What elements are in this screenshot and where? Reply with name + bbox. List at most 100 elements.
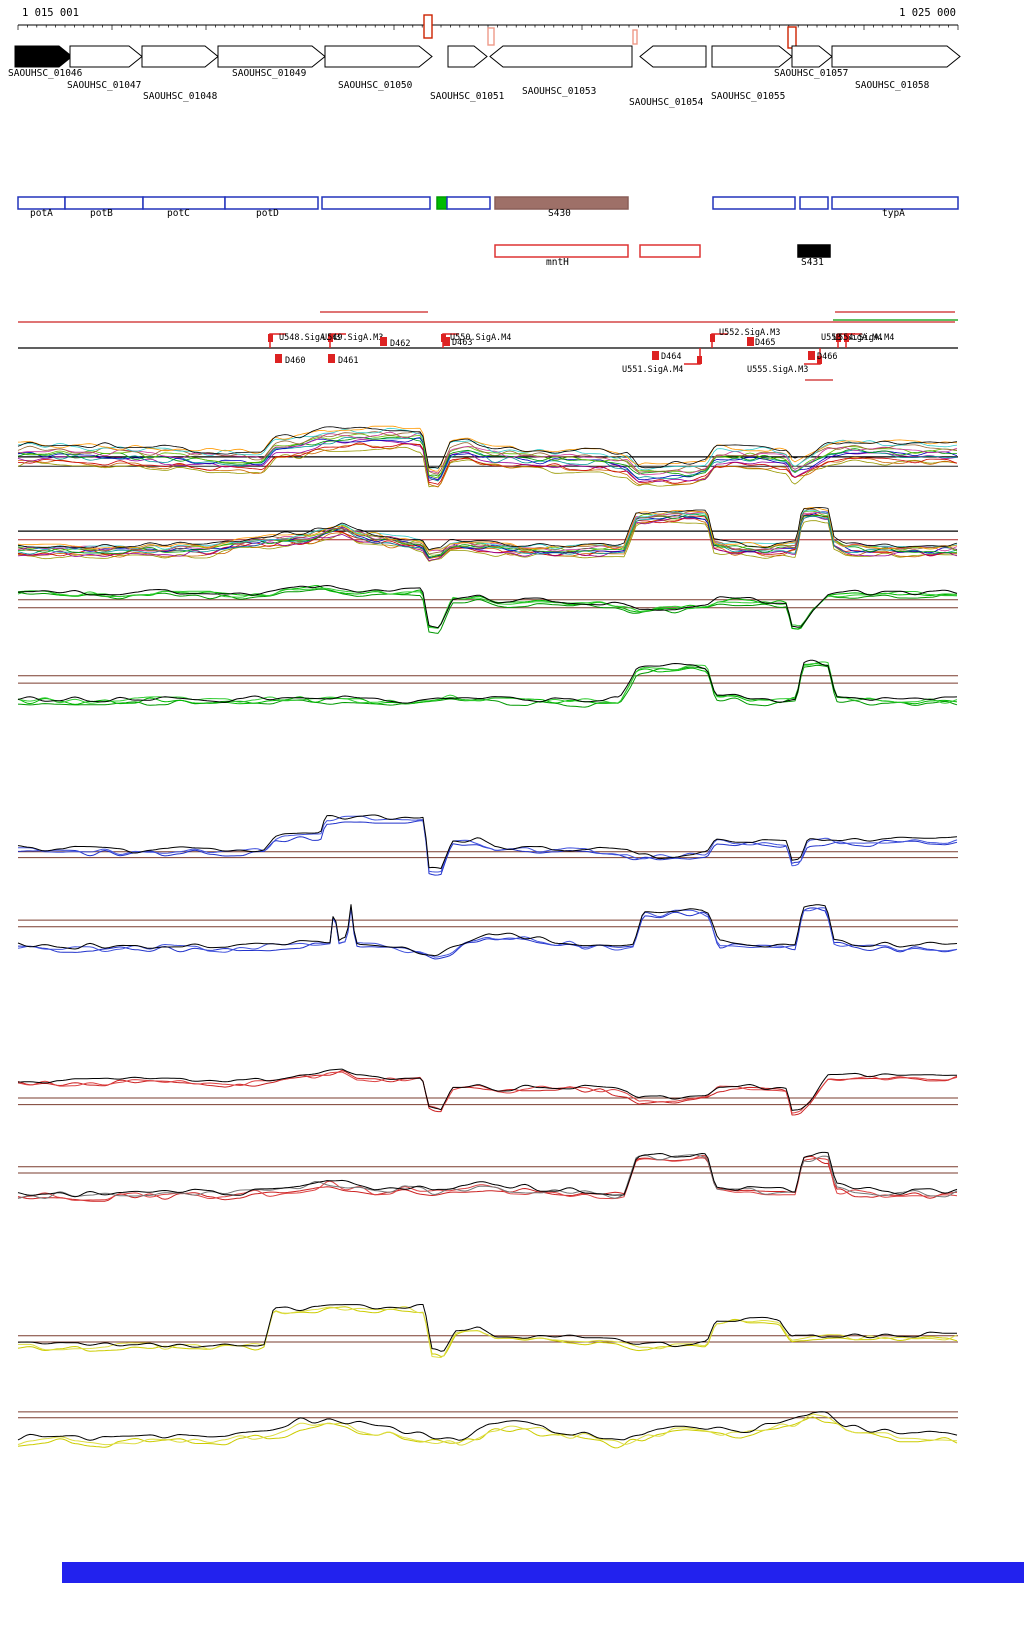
gene-arrow-SAOUHSC_01047[interactable]: [69, 45, 143, 68]
tss-flag-box[interactable]: [710, 334, 715, 342]
feature-label: typA: [882, 208, 905, 219]
feature-typA[interactable]: [831, 196, 959, 210]
signal-track-yellow-set-fwd: [17, 1304, 958, 1358]
gene-arrow-SAOUHSC_01055[interactable]: [711, 45, 793, 68]
gene-label: SAOUHSC_01048: [143, 91, 218, 102]
gene-arrow-SAOUHSC_01048[interactable]: [141, 45, 219, 68]
feature-label: potD: [256, 208, 279, 219]
tss-flag-box[interactable]: [836, 334, 841, 342]
gene-arrow-SAOUHSC_01046[interactable]: [14, 45, 73, 68]
signal-series: [17, 436, 957, 482]
signal-track-overlay-fwd: [17, 425, 958, 488]
d-marker-label: D464: [661, 352, 681, 362]
gene-label: SAOUHSC_01050: [338, 80, 413, 91]
signal-series: [17, 1151, 958, 1198]
feature-label: potB: [90, 208, 113, 219]
d-marker-label: D460: [285, 356, 305, 366]
feature-label: mntH: [546, 257, 569, 268]
gene-label: SAOUHSC_01049: [232, 68, 307, 79]
gene-arrow-SAOUHSC_01051[interactable]: [447, 45, 488, 68]
d-marker-D460[interactable]: [275, 354, 282, 363]
gene-label: SAOUHSC_01047: [67, 80, 141, 91]
ruler-terminator-marker[interactable]: [423, 14, 433, 39]
tss-flag-box[interactable]: [328, 334, 333, 342]
d-marker-D463[interactable]: [443, 337, 450, 346]
signal-track-overlay-rev: [17, 507, 958, 562]
feature-S430[interactable]: [494, 196, 629, 210]
signal-series: [17, 1071, 958, 1114]
d-marker-D464[interactable]: [652, 351, 659, 360]
gene-arrow-SAOUHSC_01049[interactable]: [217, 45, 326, 68]
gene-label: SAOUHSC_01054: [629, 97, 704, 108]
feature-bar[interactable]: [799, 196, 829, 210]
gene-label: SAOUHSC_01055: [711, 91, 785, 102]
signal-series: [17, 439, 958, 483]
ruler-terminator-marker[interactable]: [787, 26, 797, 49]
ruler-terminator-marker[interactable]: [632, 29, 638, 45]
gene-arrow-SAOUHSC_01057[interactable]: [791, 45, 833, 68]
tss-label: U552.SigA.M3: [719, 328, 780, 338]
tss-flag-box[interactable]: [844, 334, 849, 342]
gene-label: SAOUHSC_01058: [855, 80, 930, 91]
d-marker-D462[interactable]: [380, 337, 387, 346]
tss-label: U549.SigA.M3: [322, 333, 383, 343]
signal-track-green-set-rev: [17, 659, 958, 708]
feature-bar[interactable]: [321, 196, 431, 210]
feature-S431[interactable]: [797, 244, 831, 258]
gene-arrow-SAOUHSC_01058[interactable]: [831, 45, 961, 68]
tss-label: U554.SigA.M4: [833, 333, 894, 343]
tss-flag-box[interactable]: [268, 334, 273, 342]
tss-label: U553.SigA.M4: [821, 333, 882, 343]
feature-row-genes: potA potB potC potD S430 typA: [17, 196, 959, 219]
ruler-end-label: 1 025 000: [899, 7, 956, 19]
signal-series: [17, 814, 958, 869]
d-marker-D466[interactable]: [808, 351, 815, 360]
d-marker-label: D461: [338, 356, 358, 366]
signal-track-blue-set-fwd: [17, 814, 958, 876]
tss-flag-box[interactable]: [817, 356, 822, 364]
signal-series: [17, 1304, 957, 1352]
gene-arrow-SAOUHSC_01054[interactable]: [639, 45, 707, 68]
signal-series: [17, 427, 958, 471]
d-marker-D465[interactable]: [747, 337, 754, 346]
gene-label: SAOUHSC_01053: [522, 86, 596, 97]
tss-label: U551.SigA.M4: [622, 365, 683, 375]
signal-series: [17, 1068, 957, 1111]
signal-series: [17, 1413, 958, 1446]
ruler: 1 015 001 1 025 000: [17, 7, 959, 49]
ruler-start-label: 1 015 001: [22, 7, 79, 19]
signal-series: [17, 585, 958, 629]
feature-label: potC: [167, 208, 190, 219]
feature-potD[interactable]: [224, 196, 319, 210]
d-marker-label: D462: [390, 339, 410, 349]
signal-series: [17, 442, 958, 485]
feature-mntH[interactable]: [494, 244, 629, 258]
signal-track-red-set-fwd: [17, 1068, 958, 1116]
signal-series: [17, 431, 958, 476]
signal-series: [17, 433, 958, 479]
signal-series: [18, 1306, 958, 1358]
gene-arrow-SAOUHSC_01050[interactable]: [324, 45, 433, 68]
signal-series: [17, 659, 958, 704]
signal-series: [17, 425, 958, 472]
feature-bar[interactable]: [712, 196, 796, 210]
signal-series: [17, 437, 958, 481]
feature-bar[interactable]: [436, 196, 448, 210]
signal-series: [17, 904, 958, 957]
gene-arrow-SAOUHSC_01053[interactable]: [489, 45, 633, 68]
tss-flag-box[interactable]: [697, 356, 702, 364]
feature-label: S431: [801, 257, 824, 268]
d-marker-D461[interactable]: [328, 354, 335, 363]
feature-bar[interactable]: [639, 244, 701, 258]
signal-series: [17, 587, 957, 629]
tss-label: U555.SigA.M3: [747, 365, 808, 375]
bottom-scrollbar[interactable]: [62, 1562, 1024, 1583]
ruler-terminator-marker[interactable]: [487, 27, 495, 46]
feature-bar[interactable]: [446, 196, 491, 210]
signal-series: [17, 507, 958, 551]
signal-series: [17, 426, 958, 469]
